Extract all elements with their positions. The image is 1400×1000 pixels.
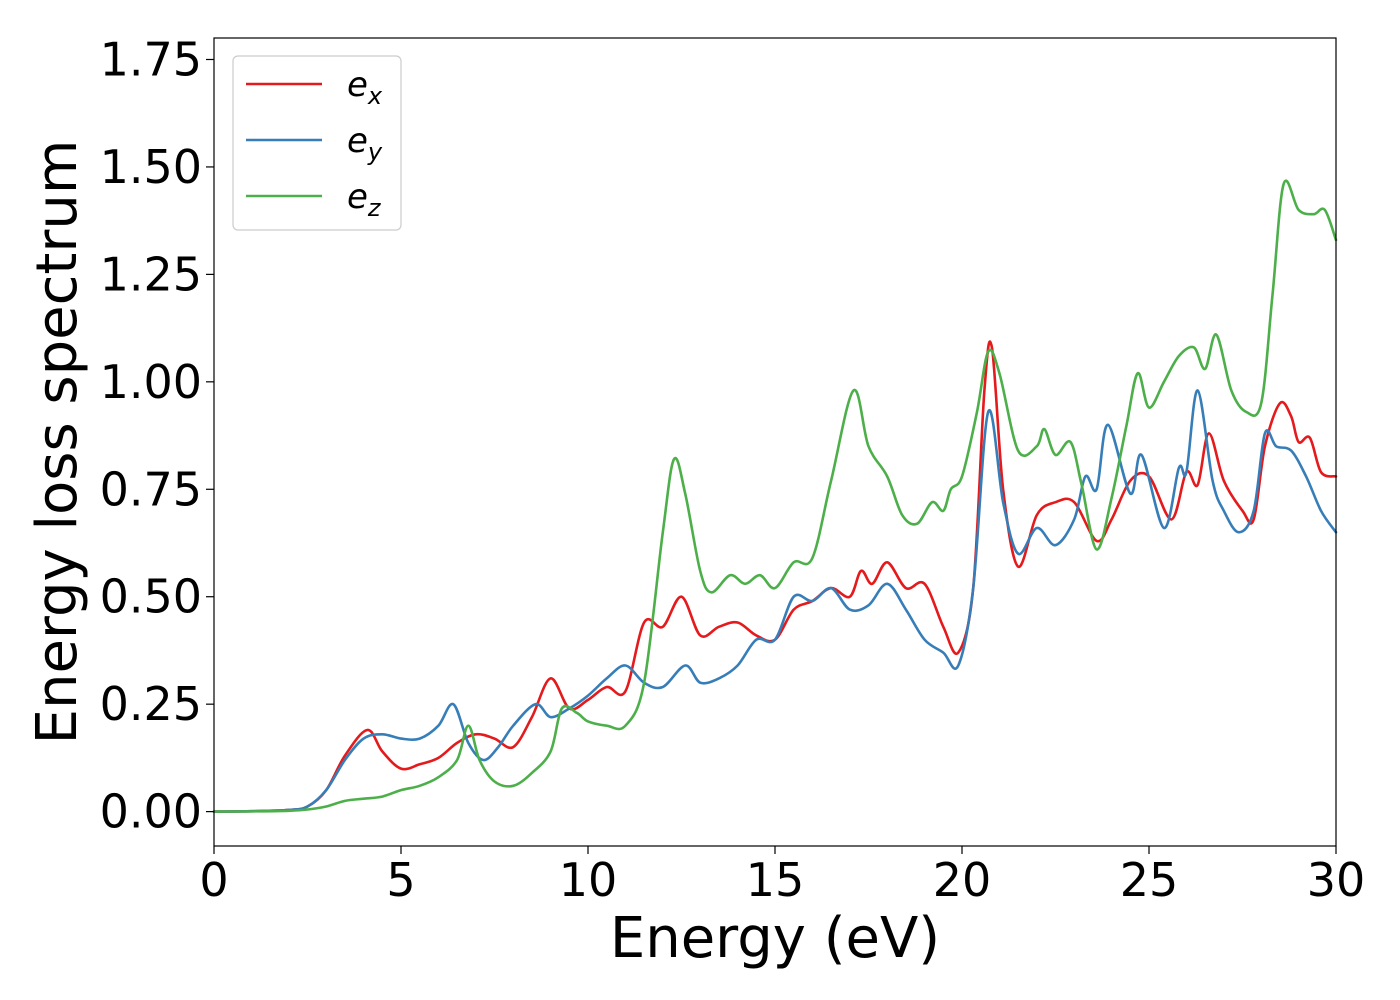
legend: ex ey ez — [232, 55, 402, 231]
x-axis-label: Energy (eV) — [610, 906, 940, 971]
x-tick-label: 0 — [199, 853, 228, 907]
y-tick-label: 1.00 — [100, 355, 202, 409]
legend-label-e_x: ex — [347, 65, 383, 110]
x-tick-label: 30 — [1307, 853, 1366, 907]
y-tick-label: 1.75 — [100, 32, 202, 86]
y-tick-label: 0.50 — [100, 570, 202, 624]
x-tick-label: 20 — [933, 853, 992, 907]
y-axis-label: Energy loss spectrum — [25, 140, 90, 745]
legend-label-e_y: ey — [347, 121, 383, 166]
x-tick-label: 5 — [386, 853, 415, 907]
x-tick-label: 10 — [559, 853, 618, 907]
y-tick-label: 1.25 — [100, 247, 202, 301]
y-tick-label: 0.75 — [100, 462, 202, 516]
x-tick-label: 25 — [1120, 853, 1179, 907]
y-tick-label: 0.00 — [100, 785, 202, 839]
series-line-e_y — [212, 389, 1338, 813]
series-layer — [212, 179, 1338, 813]
legend-frame — [232, 55, 402, 231]
y-tick-label: 0.25 — [100, 677, 202, 731]
series-line-e_z — [212, 179, 1338, 813]
y-tick-label: 1.50 — [100, 140, 202, 194]
x-tick-label: 15 — [746, 853, 805, 907]
y-axis-ticks: 0.00 0.25 0.50 0.75 1.00 1.25 1.50 1.75 — [100, 32, 214, 839]
legend-label-e_z: ez — [347, 177, 382, 222]
x-axis-ticks: 0 5 10 15 20 25 30 — [199, 846, 1365, 907]
series-line-e_x — [212, 340, 1338, 813]
